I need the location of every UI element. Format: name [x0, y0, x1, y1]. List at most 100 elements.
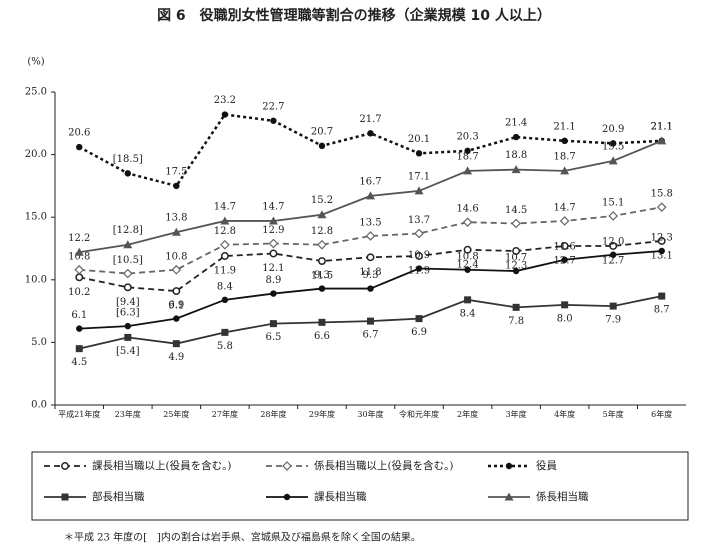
value-label: 17.5: [165, 166, 187, 177]
data-point: [268, 216, 278, 225]
value-label: 12.3: [505, 261, 527, 272]
data-point: [123, 240, 133, 249]
data-point: [561, 301, 569, 309]
value-label: [5.4]: [116, 346, 140, 357]
data-point: [512, 133, 520, 141]
x-tick-label: 4年度: [554, 409, 575, 419]
data-point: [76, 325, 83, 332]
legend-label: 役員: [536, 459, 557, 472]
value-label: 10.9: [408, 250, 430, 261]
value-label: 14.5: [505, 205, 527, 216]
x-tick-label: 5年度: [603, 409, 624, 419]
value-label: 21.4: [505, 118, 527, 129]
data-point: [173, 182, 180, 190]
value-label: 15.1: [602, 197, 624, 208]
value-label: 14.7: [214, 201, 236, 212]
data-point: [269, 320, 277, 328]
value-label: 12.8: [214, 226, 236, 237]
value-label: 15.8: [651, 189, 673, 200]
data-point: [268, 238, 279, 249]
value-label: 12.2: [68, 233, 90, 244]
value-label: 6.6: [314, 331, 330, 342]
x-tick-label: 28年度: [260, 409, 286, 419]
value-label: 20.7: [311, 126, 333, 137]
legend-label: 課長相当職: [314, 490, 367, 503]
y-tick-label: 5.0: [31, 337, 47, 348]
legend-label: 課長相当職以上(役員を含む。): [92, 459, 231, 472]
value-label: 19.5: [602, 141, 624, 152]
data-point: [122, 268, 133, 279]
value-label: 20.9: [602, 124, 624, 135]
value-label: [9.4]: [116, 297, 140, 308]
data-point: [269, 249, 278, 258]
data-point: [608, 211, 619, 221]
data-point: [171, 264, 182, 275]
value-label: 20.3: [456, 131, 478, 142]
legend-marker: [282, 461, 292, 471]
value-label: [10.5]: [113, 255, 143, 266]
value-label: 9.1: [168, 301, 184, 312]
legend-marker: [283, 493, 291, 501]
legend-marker: [61, 462, 69, 470]
data-point: [365, 231, 376, 241]
value-label: 8.4: [460, 308, 476, 319]
value-label: 21.1: [651, 121, 673, 132]
value-label: 12.1: [262, 263, 284, 274]
data-point: [171, 227, 181, 236]
data-point: [511, 218, 521, 229]
data-point: [318, 257, 326, 265]
x-tick-label: 30年度: [357, 409, 383, 419]
data-point: [220, 239, 230, 250]
data-point: [415, 150, 423, 157]
data-point: [462, 217, 473, 228]
value-label: 6.9: [168, 300, 184, 311]
data-point: [221, 111, 229, 118]
data-point: [560, 242, 569, 250]
value-label: 10.8: [456, 251, 478, 262]
data-point: [512, 267, 520, 275]
data-point: [464, 296, 472, 304]
data-point: [414, 186, 424, 195]
data-point: [559, 216, 570, 226]
legend-label: 係長相当職以上(役員を含む。): [314, 459, 453, 472]
data-point: [463, 166, 473, 175]
value-label: 18.7: [554, 151, 576, 162]
data-point: [270, 290, 277, 297]
data-point: [74, 264, 85, 275]
data-point: [658, 292, 666, 300]
value-label: 8.4: [217, 281, 233, 292]
footnote: ＊平成 23 年度の[ ]内の割合は岩手県、宮城県及び福島県を除く全国の結果。: [64, 531, 421, 544]
y-tick-label: 25.0: [25, 87, 47, 98]
value-label: 5.8: [217, 341, 233, 352]
data-point: [512, 247, 521, 255]
value-label: 14.7: [262, 201, 284, 212]
data-point: [561, 137, 568, 145]
data-point: [270, 117, 277, 124]
data-point: [415, 252, 423, 260]
value-label: 12.8: [311, 226, 333, 237]
data-point: [317, 210, 327, 219]
value-label: 11.9: [214, 266, 236, 277]
value-label: 7.8: [508, 316, 524, 327]
data-point: [221, 296, 229, 304]
value-label: 11.6: [554, 241, 576, 252]
legend-marker: [61, 493, 69, 501]
value-label: 20.6: [68, 128, 90, 139]
value-label: 11.8: [359, 267, 381, 278]
x-tick-label: 平成21年度: [58, 409, 100, 419]
data-point: [172, 340, 180, 348]
value-label: 12.9: [262, 225, 284, 236]
value-label: 11.5: [311, 271, 333, 282]
value-label: 14.7: [554, 202, 576, 213]
data-point: [367, 130, 374, 137]
x-tick-label: 3年度: [506, 409, 527, 419]
data-point: [463, 245, 472, 254]
value-label: 9.3: [314, 270, 330, 281]
value-label: 8.7: [654, 305, 670, 316]
value-label: 22.7: [262, 101, 284, 112]
value-label: 12.4: [456, 259, 478, 270]
value-label: 21.7: [359, 114, 381, 125]
value-label: 23.2: [214, 95, 236, 106]
value-label: 13.1: [651, 250, 673, 261]
